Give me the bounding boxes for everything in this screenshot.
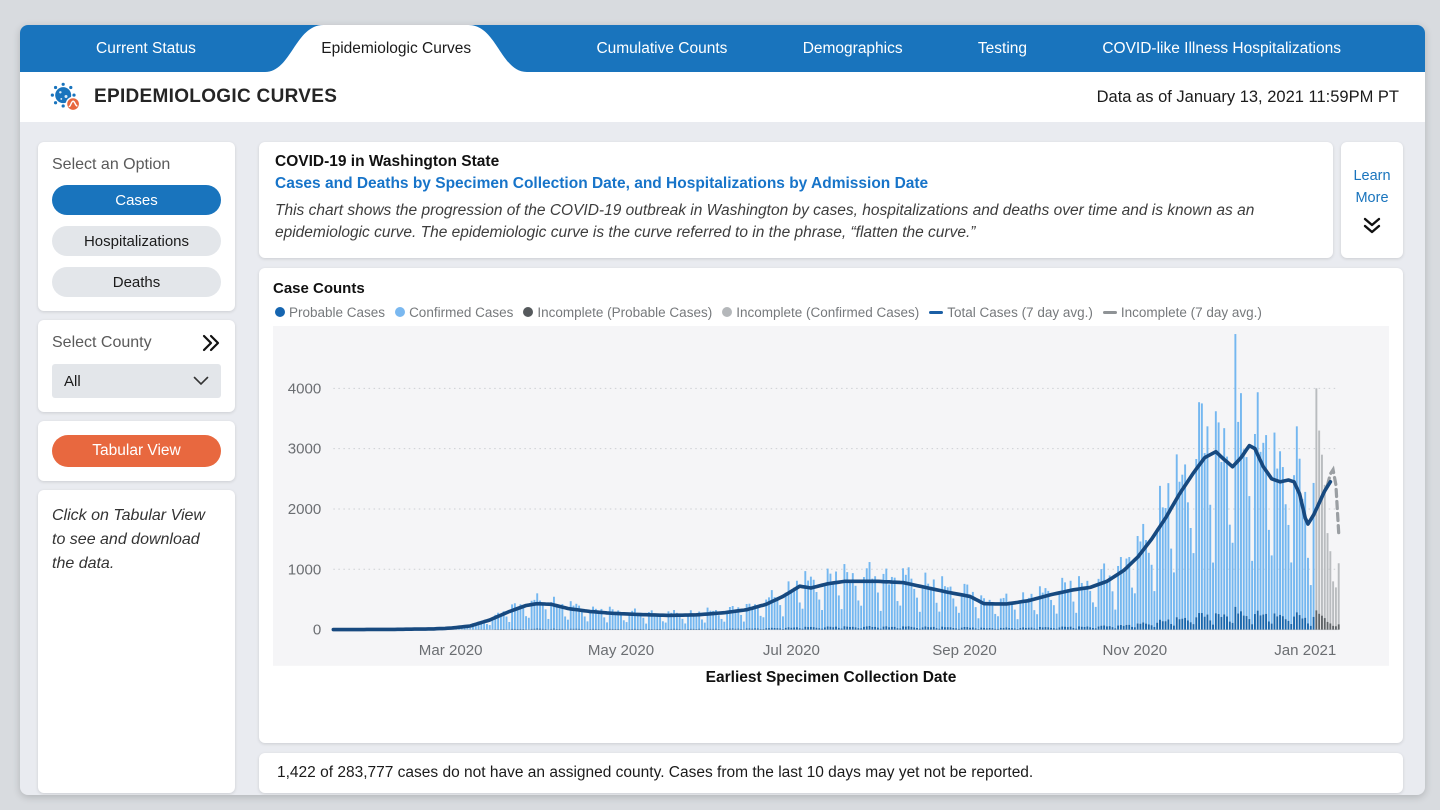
- learn-more-link[interactable]: Learn More: [1353, 167, 1391, 206]
- tab-cumulative-counts[interactable]: Cumulative Counts: [590, 25, 733, 72]
- svg-text:0: 0: [313, 622, 321, 639]
- select-option-label: Select an Option: [52, 156, 171, 173]
- legend-probable-cases[interactable]: Probable Cases: [275, 305, 385, 320]
- dot-marker: [275, 307, 285, 318]
- county-dropdown-value: All: [64, 372, 81, 390]
- page-title: EPIDEMIOLOGIC CURVES: [94, 86, 338, 107]
- chart-title: Case Counts: [273, 279, 365, 297]
- tab-demographics[interactable]: Demographics: [797, 25, 909, 72]
- virus-epi-curve-icon: [50, 81, 82, 113]
- option-cases[interactable]: Cases: [52, 185, 221, 215]
- svg-text:3000: 3000: [288, 441, 322, 458]
- tab-label: COVID-like Illness Hospitalizations: [1102, 39, 1341, 57]
- tab-epidemiologic-curves[interactable]: Epidemiologic Curves: [265, 25, 528, 72]
- x-axis-title: Earliest Specimen Collection Date: [705, 668, 957, 686]
- option-deaths[interactable]: Deaths: [52, 267, 221, 297]
- legend-total-cases-7-day-avg[interactable]: Total Cases (7 day avg.): [929, 305, 1093, 320]
- tab-label: Cumulative Counts: [596, 39, 728, 57]
- tab-label: Current Status: [96, 39, 196, 57]
- legend-label: Probable Cases: [289, 304, 386, 320]
- county-card: Select County All: [38, 320, 235, 412]
- legend-label: Confirmed Cases: [409, 304, 514, 320]
- select-county-label: Select County: [52, 334, 152, 351]
- chart-card: Case Counts Probable Cases Confirmed Case…: [259, 267, 1403, 743]
- svg-text:Sep 2020: Sep 2020: [932, 642, 997, 659]
- tab-label: Epidemiologic Curves: [321, 39, 472, 57]
- description-card: COVID-19 in Washington State Cases and D…: [259, 142, 1333, 258]
- epidemic-curve-plot[interactable]: 0 1000 2000 3000 4000 Mar 2020 May 2020 Jul 202…: [273, 325, 1389, 666]
- title-bar: EPIDEMIOLOGIC CURVES Data as of January …: [20, 72, 1425, 122]
- dot-marker: [523, 307, 534, 318]
- dot-marker: [395, 307, 406, 318]
- legend-label: Incomplete (7 day avg.): [1120, 304, 1262, 320]
- learn-more-card: Learn More: [1341, 142, 1403, 258]
- double-chevron-down-icon[interactable]: [1361, 217, 1383, 235]
- line-marker: [929, 310, 944, 315]
- legend-incomplete-confirmed-cases[interactable]: Incomplete (Confirmed Cases): [722, 305, 919, 320]
- double-chevron-right-icon[interactable]: [201, 334, 221, 352]
- legend-incomplete-7-day-avg[interactable]: Incomplete (7 day avg.): [1102, 304, 1262, 320]
- app-window: Current Status Epidemiologic Curves Cumula…: [20, 25, 1425, 795]
- tab-label: Demographics: [802, 39, 903, 57]
- legend-label: Incomplete (Confirmed Cases): [736, 304, 920, 320]
- chart-legend: Probable Cases Confirmed Cases Incomplete …: [275, 305, 1389, 320]
- chart-description: This chart shows the progression of the …: [275, 202, 1255, 242]
- tab-covid-like-illness-hospitalizations[interactable]: COVID-like Illness Hospitalizations: [1096, 25, 1347, 72]
- chart-subheading: Cases and Deaths by Specimen Collection …: [275, 175, 929, 192]
- data-as-of-label: Data as of January 13, 2021 11:59PM PT: [1096, 87, 1399, 106]
- footer-note: 1,422 of 283,777 cases do not have an as…: [259, 753, 1403, 793]
- tabular-card: Tabular View: [38, 421, 235, 481]
- sidebar: Select an Option Cases Hospitalizations De…: [38, 142, 235, 793]
- dot-marker: [722, 307, 733, 318]
- content-area: Select an Option Cases Hospitalizations De…: [20, 122, 1425, 795]
- option-hospitalizations[interactable]: Hospitalizations: [52, 226, 221, 256]
- tab-label: Testing: [977, 39, 1028, 57]
- svg-text:2000: 2000: [288, 501, 322, 518]
- legend-confirmed-cases[interactable]: Confirmed Cases: [395, 305, 513, 320]
- svg-text:May 2020: May 2020: [588, 642, 654, 659]
- legend-label: Incomplete (Probable Cases): [537, 304, 713, 320]
- svg-text:4000: 4000: [288, 380, 322, 397]
- svg-text:Mar 2020: Mar 2020: [419, 642, 483, 659]
- svg-text:1000: 1000: [288, 561, 322, 578]
- legend-label: Total Cases (7 day avg.): [947, 304, 1093, 320]
- county-dropdown[interactable]: All: [52, 364, 221, 398]
- chevron-down-icon: [193, 376, 209, 386]
- option-card: Select an Option Cases Hospitalizations De…: [38, 142, 235, 311]
- svg-text:Nov 2020: Nov 2020: [1103, 642, 1168, 659]
- hint-card: Click on Tabular View to see and downloa…: [38, 490, 235, 793]
- tab-bar: Current Status Epidemiologic Curves Cumula…: [20, 25, 1425, 72]
- tab-current-status[interactable]: Current Status: [90, 25, 202, 72]
- tab-testing[interactable]: Testing: [972, 25, 1033, 72]
- option-pills: Cases Hospitalizations Deaths: [52, 185, 221, 297]
- main-column: COVID-19 in Washington State Cases and D…: [259, 142, 1403, 793]
- line-marker: [1102, 310, 1117, 315]
- tabular-view-button[interactable]: Tabular View: [52, 435, 221, 467]
- legend-incomplete-probable-cases[interactable]: Incomplete (Probable Cases): [523, 305, 712, 320]
- chart-heading: COVID-19 in Washington State: [275, 153, 500, 170]
- svg-text:Jan 2021: Jan 2021: [1274, 642, 1336, 659]
- svg-text:Jul 2020: Jul 2020: [763, 642, 820, 659]
